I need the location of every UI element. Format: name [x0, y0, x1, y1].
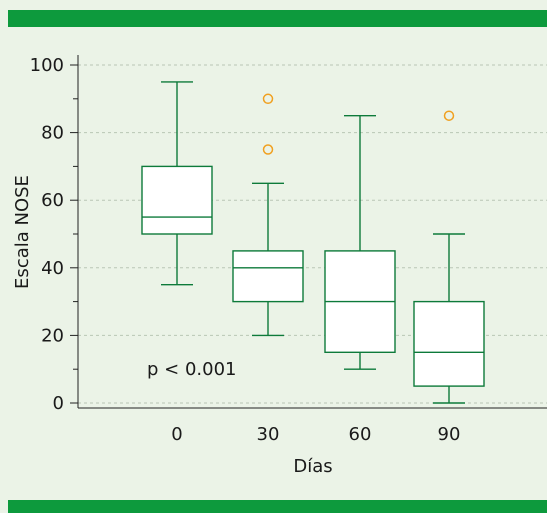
- y-tick-label: 60: [41, 190, 64, 211]
- box-90: [413, 110, 485, 404]
- outlier-point: [262, 144, 274, 155]
- x-tick-label: 30: [257, 424, 280, 445]
- iqr-box: [413, 300, 485, 387]
- y-axis-title: Escala NOSE: [12, 175, 33, 289]
- outlier-point: [262, 93, 274, 105]
- box-60: [324, 114, 396, 370]
- iqr-box: [232, 250, 304, 303]
- y-tick-label: 0: [53, 393, 64, 414]
- axes: [70, 55, 547, 409]
- y-tick-label: 80: [41, 123, 64, 144]
- x-axis-title: Días: [293, 456, 332, 477]
- y-tick-label: 40: [41, 258, 64, 279]
- axis-labels: 0 20 40 60 80 100 0 30 60 90: [30, 55, 461, 445]
- box-0: [141, 81, 213, 286]
- y-tick-label: 100: [30, 55, 64, 76]
- x-tick-label: 0: [171, 424, 182, 445]
- p-value-annotation: p < 0.001: [147, 359, 236, 380]
- top-accent-bar: [8, 10, 547, 27]
- outlier-point: [443, 110, 455, 121]
- iqr-box: [141, 165, 213, 235]
- x-tick-label: 60: [349, 424, 372, 445]
- bottom-accent-bar: [8, 500, 547, 513]
- box-30: [232, 93, 304, 337]
- box-series: [141, 81, 485, 404]
- x-tick-label: 90: [438, 424, 461, 445]
- y-tick-label: 20: [41, 325, 64, 346]
